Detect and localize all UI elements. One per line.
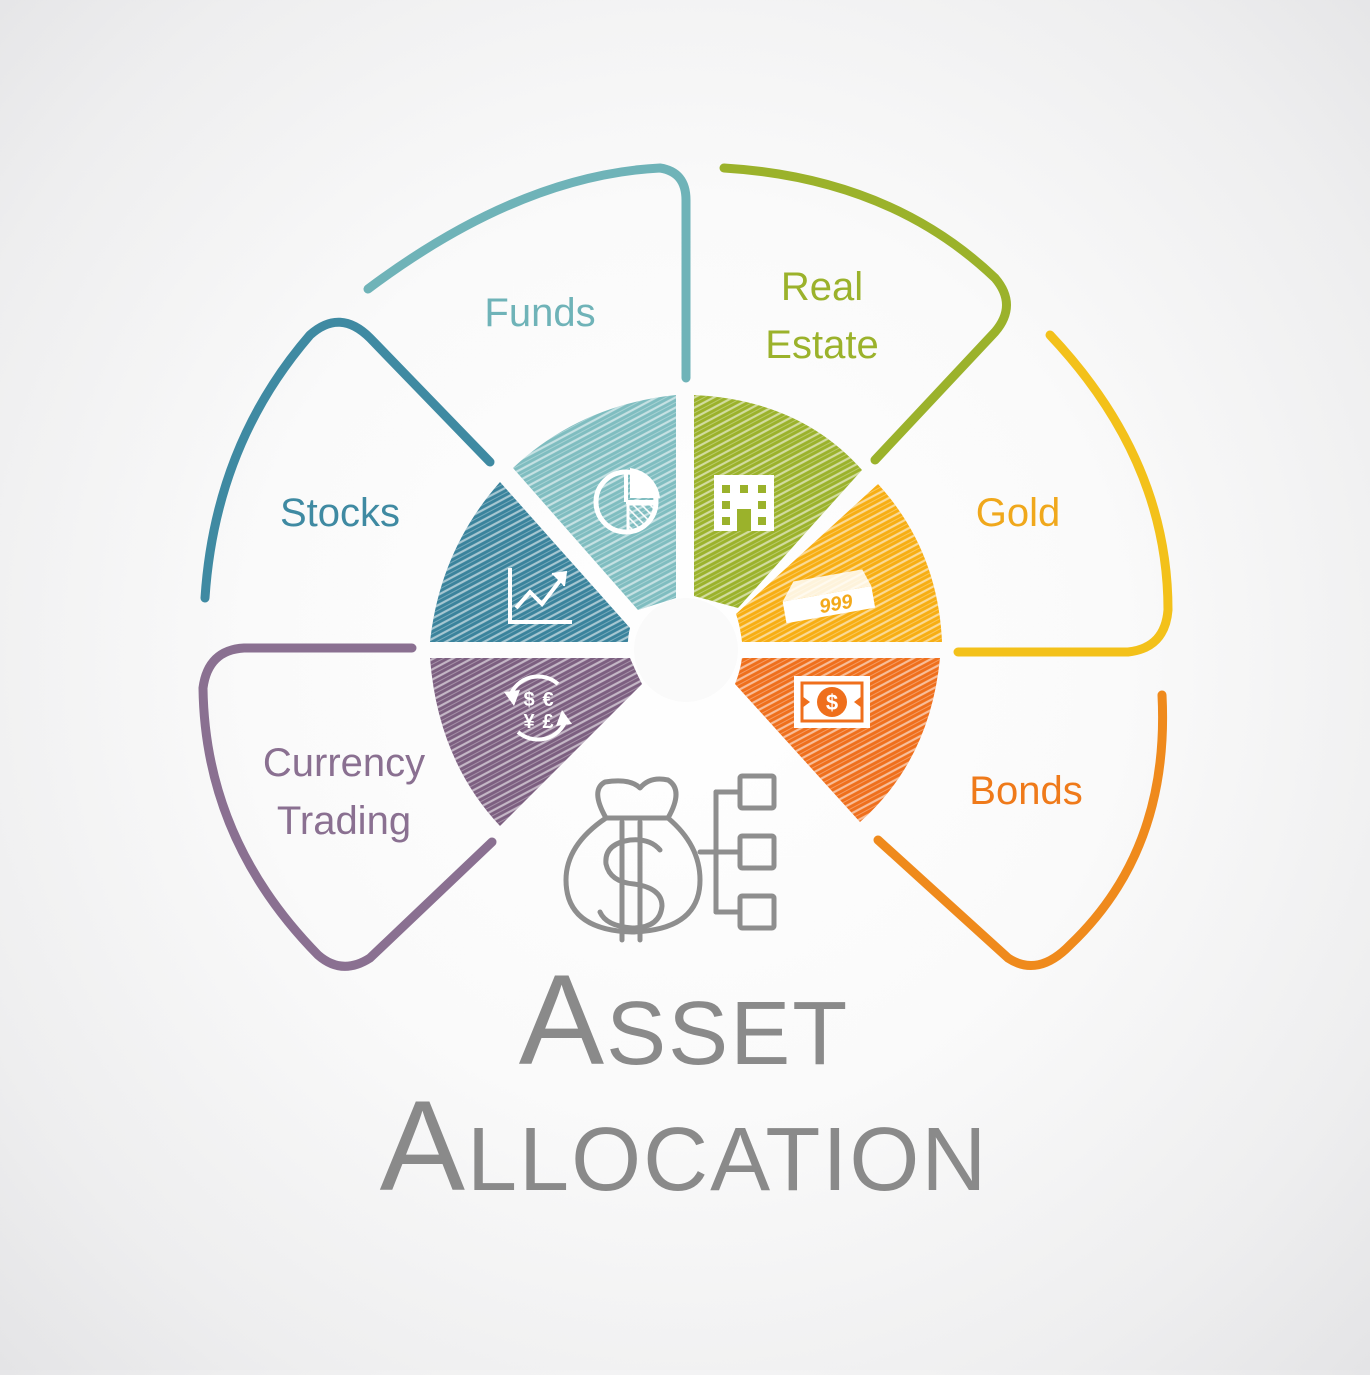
center-hole (634, 598, 738, 702)
gold-label: Gold (976, 491, 1061, 535)
building-icon (714, 475, 774, 531)
currency-symbol-pound: £ (542, 711, 553, 733)
currency-trading-label-line1: Currency (263, 741, 425, 785)
stocks-label: Stocks (280, 491, 400, 535)
title-line-2: Allocation (380, 1075, 989, 1218)
currency-symbol-yen: ¥ (523, 711, 535, 733)
rising-chart-icon (508, 568, 572, 624)
real-estate-label-line2: Estate (765, 323, 878, 367)
funds-label: Funds (484, 291, 595, 335)
bonds-outer-arc (873, 690, 1168, 970)
real-estate-label-line1: Real (781, 265, 863, 309)
inner-wedges (430, 395, 942, 826)
title-line-1: Asset (519, 949, 849, 1092)
banknote-symbol: $ (826, 690, 838, 715)
currency-exchange-icon: $ € ¥ £ (504, 674, 572, 742)
stocks-outer-arc (200, 317, 495, 603)
currency-symbol-dollar: $ (523, 689, 534, 711)
bonds-label: Bonds (969, 769, 1082, 813)
money-bag-hierarchy-icon (563, 773, 777, 943)
gold-bar-icon: 999 (782, 569, 876, 624)
currency-trading-label-line2: Trading (277, 799, 411, 843)
gold-outer-arc (953, 330, 1173, 657)
segment-labels: Funds Real Estate Gold Bonds Currency Tr… (263, 265, 1083, 843)
pie-chart-icon (593, 468, 660, 535)
funds-outer-arc (363, 163, 691, 383)
currency-trading-outer-arc (198, 643, 497, 971)
banknote-icon: $ (794, 676, 870, 728)
real-estate-outer-arc (719, 163, 1011, 465)
outer-ring (198, 163, 1173, 971)
currency-symbol-euro: € (542, 689, 553, 711)
title: Asset Allocation (380, 949, 989, 1218)
